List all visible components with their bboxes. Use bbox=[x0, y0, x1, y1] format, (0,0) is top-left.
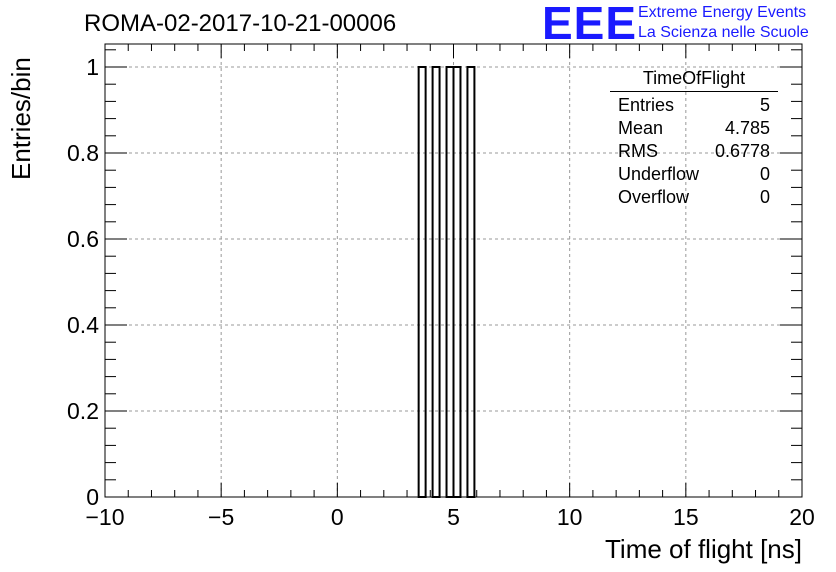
stats-row-mean: Mean 4.785 bbox=[610, 117, 778, 140]
histogram-bin bbox=[445, 66, 455, 498]
y-tick-label: 0.6 bbox=[67, 226, 99, 252]
stats-row-rms: RMS 0.6778 bbox=[610, 140, 778, 163]
x-tick-label: 15 bbox=[673, 504, 699, 530]
histogram-bin bbox=[452, 66, 462, 498]
y-tick-label: 1 bbox=[86, 54, 99, 80]
stats-row-entries: Entries 5 bbox=[610, 94, 778, 117]
histogram-bin bbox=[431, 66, 441, 498]
stats-box: TimeOfFlight Entries 5 Mean 4.785 RMS 0.… bbox=[610, 68, 778, 209]
histogram-bin bbox=[466, 66, 476, 498]
plot-frame bbox=[104, 43, 803, 498]
x-tick-label: 20 bbox=[789, 504, 815, 530]
eee-logo: EEE bbox=[542, 0, 638, 49]
histogram-bins bbox=[417, 66, 476, 498]
y-tick-label: 0.4 bbox=[67, 312, 99, 338]
stats-row-overflow: Overflow 0 bbox=[610, 186, 778, 209]
y-tick-label: 0.8 bbox=[67, 140, 99, 166]
y-tick-label: 0 bbox=[86, 484, 99, 510]
stats-value: 4.785 bbox=[724, 118, 770, 138]
stats-box-title: TimeOfFlight bbox=[610, 68, 778, 92]
chart-title: ROMA-02-2017-10-21-00006 bbox=[84, 10, 397, 37]
stats-value: 0 bbox=[759, 164, 770, 184]
branding-line-2: La Scienza nelle Scuole bbox=[638, 24, 809, 41]
axis-ticks: −10 −5 0 5 10 15 20 0 0.2 0.4 0.6 0.8 1 bbox=[67, 44, 815, 530]
stats-row-underflow: Underflow 0 bbox=[610, 163, 778, 186]
stats-value: 0 bbox=[759, 187, 770, 207]
x-tick-label: −5 bbox=[208, 504, 234, 530]
y-tick-label: 0.2 bbox=[67, 398, 99, 424]
histogram-bin bbox=[417, 66, 427, 498]
y-axis-label: Entries/bin bbox=[6, 57, 36, 180]
stats-value: 0.6778 bbox=[714, 141, 770, 161]
x-tick-label: 0 bbox=[331, 504, 344, 530]
branding-line-1: Extreme Energy Events bbox=[638, 4, 807, 21]
x-tick-label: 10 bbox=[557, 504, 583, 530]
stats-label: Entries bbox=[618, 95, 675, 115]
stats-label: Underflow bbox=[618, 164, 700, 184]
stats-label: RMS bbox=[618, 141, 658, 161]
x-axis-label: Time of flight [ns] bbox=[605, 534, 802, 564]
stats-value: 5 bbox=[759, 95, 770, 115]
stats-label: Mean bbox=[618, 118, 664, 138]
x-tick-label: −10 bbox=[85, 504, 124, 530]
x-tick-label: 5 bbox=[447, 504, 460, 530]
stats-label: Overflow bbox=[618, 187, 690, 207]
